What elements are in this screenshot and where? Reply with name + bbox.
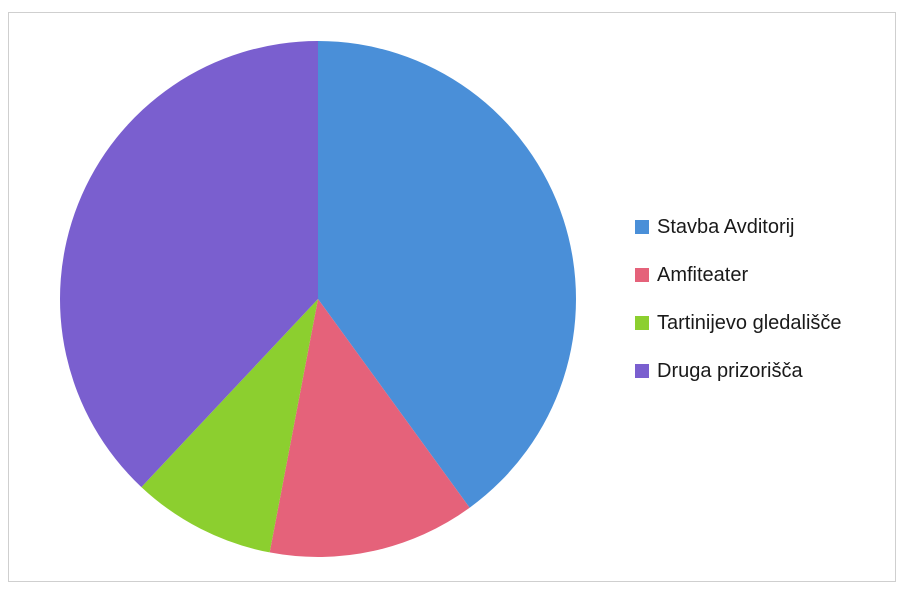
legend-label: Tartinijevo gledališče bbox=[657, 311, 842, 334]
pie-slice-3 bbox=[141, 299, 318, 553]
pie-slice-4 bbox=[59, 41, 319, 488]
pie-slice-2 bbox=[269, 299, 470, 557]
legend-item-4: Druga prizorišča bbox=[635, 359, 842, 383]
legend-item-2: Amfiteater bbox=[635, 263, 842, 287]
chart-legend: Stavba Avditorij Amfiteater Tartinijevo gl… bbox=[635, 215, 842, 407]
legend-item-3: Tartinijevo gledališče bbox=[635, 311, 842, 335]
legend-swatch bbox=[635, 268, 649, 282]
legend-swatch bbox=[635, 316, 649, 330]
legend-item-1: Stavba Avditorij bbox=[635, 215, 842, 239]
legend-label: Druga prizorišča bbox=[657, 359, 803, 382]
legend-label: Stavba Avditorij bbox=[657, 215, 795, 238]
legend-swatch bbox=[635, 220, 649, 234]
pie-slice-1 bbox=[318, 41, 577, 508]
legend-label: Amfiteater bbox=[657, 263, 749, 286]
legend-swatch bbox=[635, 364, 649, 378]
